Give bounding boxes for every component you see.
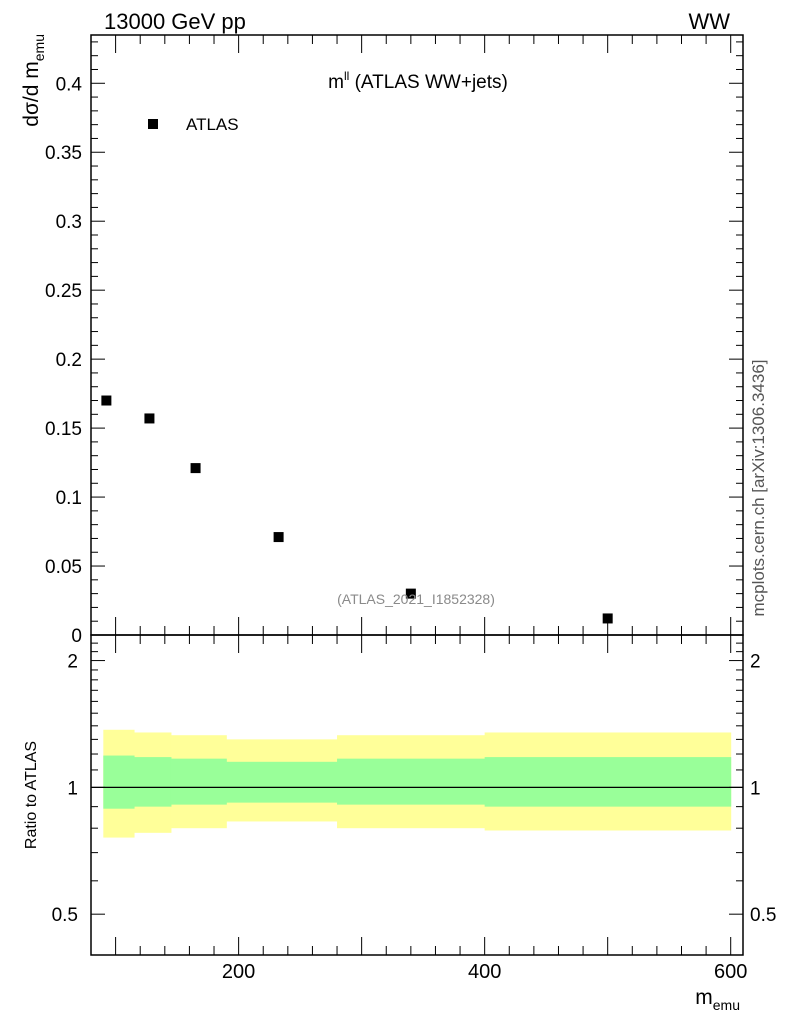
- data-point: [405, 588, 416, 599]
- main-y-tick-label: 0.1: [56, 488, 82, 509]
- data-point: [144, 413, 155, 424]
- x-tick-label: 600: [714, 961, 747, 983]
- ratio-band-bin: [337, 758, 486, 805]
- data-point: [101, 395, 112, 406]
- ratio-band-bin: [134, 757, 172, 807]
- source-label: mcplots.cern.ch [arXiv:1306.3436]: [749, 359, 768, 616]
- ratio-y-tick-label-right: 1: [750, 778, 761, 799]
- legend-entry-atlas: ATLAS: [186, 115, 239, 134]
- main-y-tick-label: 0.25: [45, 281, 82, 302]
- main-y-tick-label: 0.2: [56, 350, 82, 371]
- legend: ATLAS: [148, 115, 239, 134]
- x-tick-label: 200: [222, 961, 255, 983]
- analysis-watermark: (ATLAS_2021_I1852328): [337, 591, 495, 607]
- ratio-panel: 200 400 600 0.5 0.5 1 1 2 2 Ratio to ATLAS memu: [23, 634, 776, 1013]
- data-point: [273, 532, 284, 543]
- main-y-tick-label: 0.15: [45, 419, 82, 440]
- main-panel: 0 0.05 0.1 0.15 0.2 0.25 0.3 0.35 0.4 mll (ATLAS…: [20, 34, 744, 647]
- main-y-tick-label: 0.3: [56, 212, 82, 233]
- energy-label: 13000 GeV pp: [104, 9, 246, 34]
- x-tick-label: 400: [468, 961, 501, 983]
- x-axis-label: memu: [695, 986, 740, 1013]
- ratio-y-tick-label: 0.5: [52, 905, 78, 926]
- ratio-frame: [90, 634, 744, 956]
- main-y-tick-label: 0.05: [45, 557, 82, 578]
- main-y-tick-label: 0: [71, 626, 82, 647]
- ratio-y-axis-label: Ratio to ATLAS: [23, 741, 40, 849]
- process-label: WW: [688, 9, 730, 34]
- ratio-band-bin: [484, 757, 732, 807]
- main-y-tick-label: 0.35: [45, 143, 82, 164]
- ratio-y-tick-label: 2: [67, 652, 78, 673]
- legend-marker: [148, 119, 158, 129]
- ratio-band-bin: [170, 758, 227, 805]
- ratio-y-tick-label: 1: [67, 778, 78, 799]
- main-y-axis-label: dσ/d memu: [20, 34, 47, 127]
- ratio-y-tick-label-right: 2: [750, 652, 761, 673]
- data-point: [190, 463, 201, 474]
- ratio-band-bin: [226, 761, 338, 803]
- main-y-tick-label: 0.4: [56, 74, 83, 95]
- ratio-y-tick-label-right: 0.5: [750, 905, 776, 926]
- ratio-band-bin: [103, 755, 135, 809]
- main-title: mll (ATLAS WW+jets): [328, 69, 508, 93]
